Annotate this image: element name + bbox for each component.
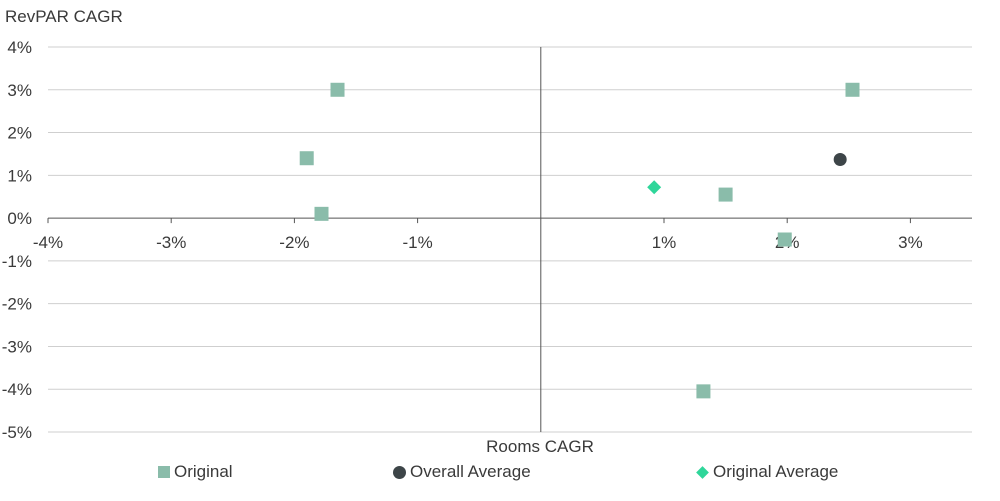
x-tick-labels: -4%-3%-2%-1%1%2%3% bbox=[33, 233, 923, 252]
legend-label-original-average: Original Average bbox=[713, 462, 839, 481]
axes bbox=[47, 47, 972, 432]
x-tick-label: -2% bbox=[279, 233, 309, 252]
scatter-chart: RevPAR CAGR 4% 3% 2% 1% 0% -1% -2% -3% -4% -5% -4… bbox=[2, 7, 972, 456]
y-tick-label: -2% bbox=[2, 295, 32, 314]
x-tick-label: 1% bbox=[652, 233, 677, 252]
y-tick-label: -3% bbox=[2, 337, 32, 356]
x-axis-title: Rooms CAGR bbox=[486, 437, 594, 456]
point-original bbox=[845, 82, 860, 97]
legend: Original Overall Average Original Averag… bbox=[0, 462, 1000, 490]
legend-label-original: Original bbox=[174, 462, 233, 481]
x-tick-label: -3% bbox=[156, 233, 186, 252]
y-tick-label: 4% bbox=[7, 38, 32, 57]
legend-item-original: Original bbox=[158, 462, 233, 482]
point-original bbox=[777, 232, 792, 247]
legend-label-overall-average: Overall Average bbox=[410, 462, 531, 481]
legend-marker-overall-average bbox=[393, 465, 406, 479]
y-tick-labels: 4% 3% 2% 1% 0% -1% -2% -3% -4% -5% bbox=[2, 38, 32, 442]
legend-marker-original bbox=[158, 466, 170, 478]
point-original bbox=[299, 151, 314, 166]
point-overall-average bbox=[833, 153, 847, 167]
x-tick-label: -4% bbox=[33, 233, 63, 252]
x-tick-label: -1% bbox=[402, 233, 432, 252]
gridlines bbox=[48, 46, 972, 433]
y-tick-label: 0% bbox=[7, 209, 32, 228]
legend-item-original-average: Original Average bbox=[696, 462, 838, 482]
legend-item-overall-average: Overall Average bbox=[393, 462, 531, 482]
y-tick-label: -1% bbox=[2, 252, 32, 271]
point-original-average bbox=[647, 180, 662, 195]
data-points bbox=[299, 82, 860, 399]
point-original bbox=[330, 82, 345, 97]
y-axis-title: RevPAR CAGR bbox=[5, 7, 123, 26]
y-tick-label: -5% bbox=[2, 423, 32, 442]
y-tick-label: 3% bbox=[7, 81, 32, 100]
legend-marker-original-average bbox=[696, 465, 709, 479]
y-tick-label: -4% bbox=[2, 380, 32, 399]
y-tick-label: 2% bbox=[7, 124, 32, 143]
point-original bbox=[696, 384, 711, 399]
x-tick-label: 3% bbox=[898, 233, 923, 252]
point-original bbox=[718, 187, 733, 202]
point-original bbox=[314, 206, 329, 221]
y-tick-label: 1% bbox=[7, 166, 32, 185]
